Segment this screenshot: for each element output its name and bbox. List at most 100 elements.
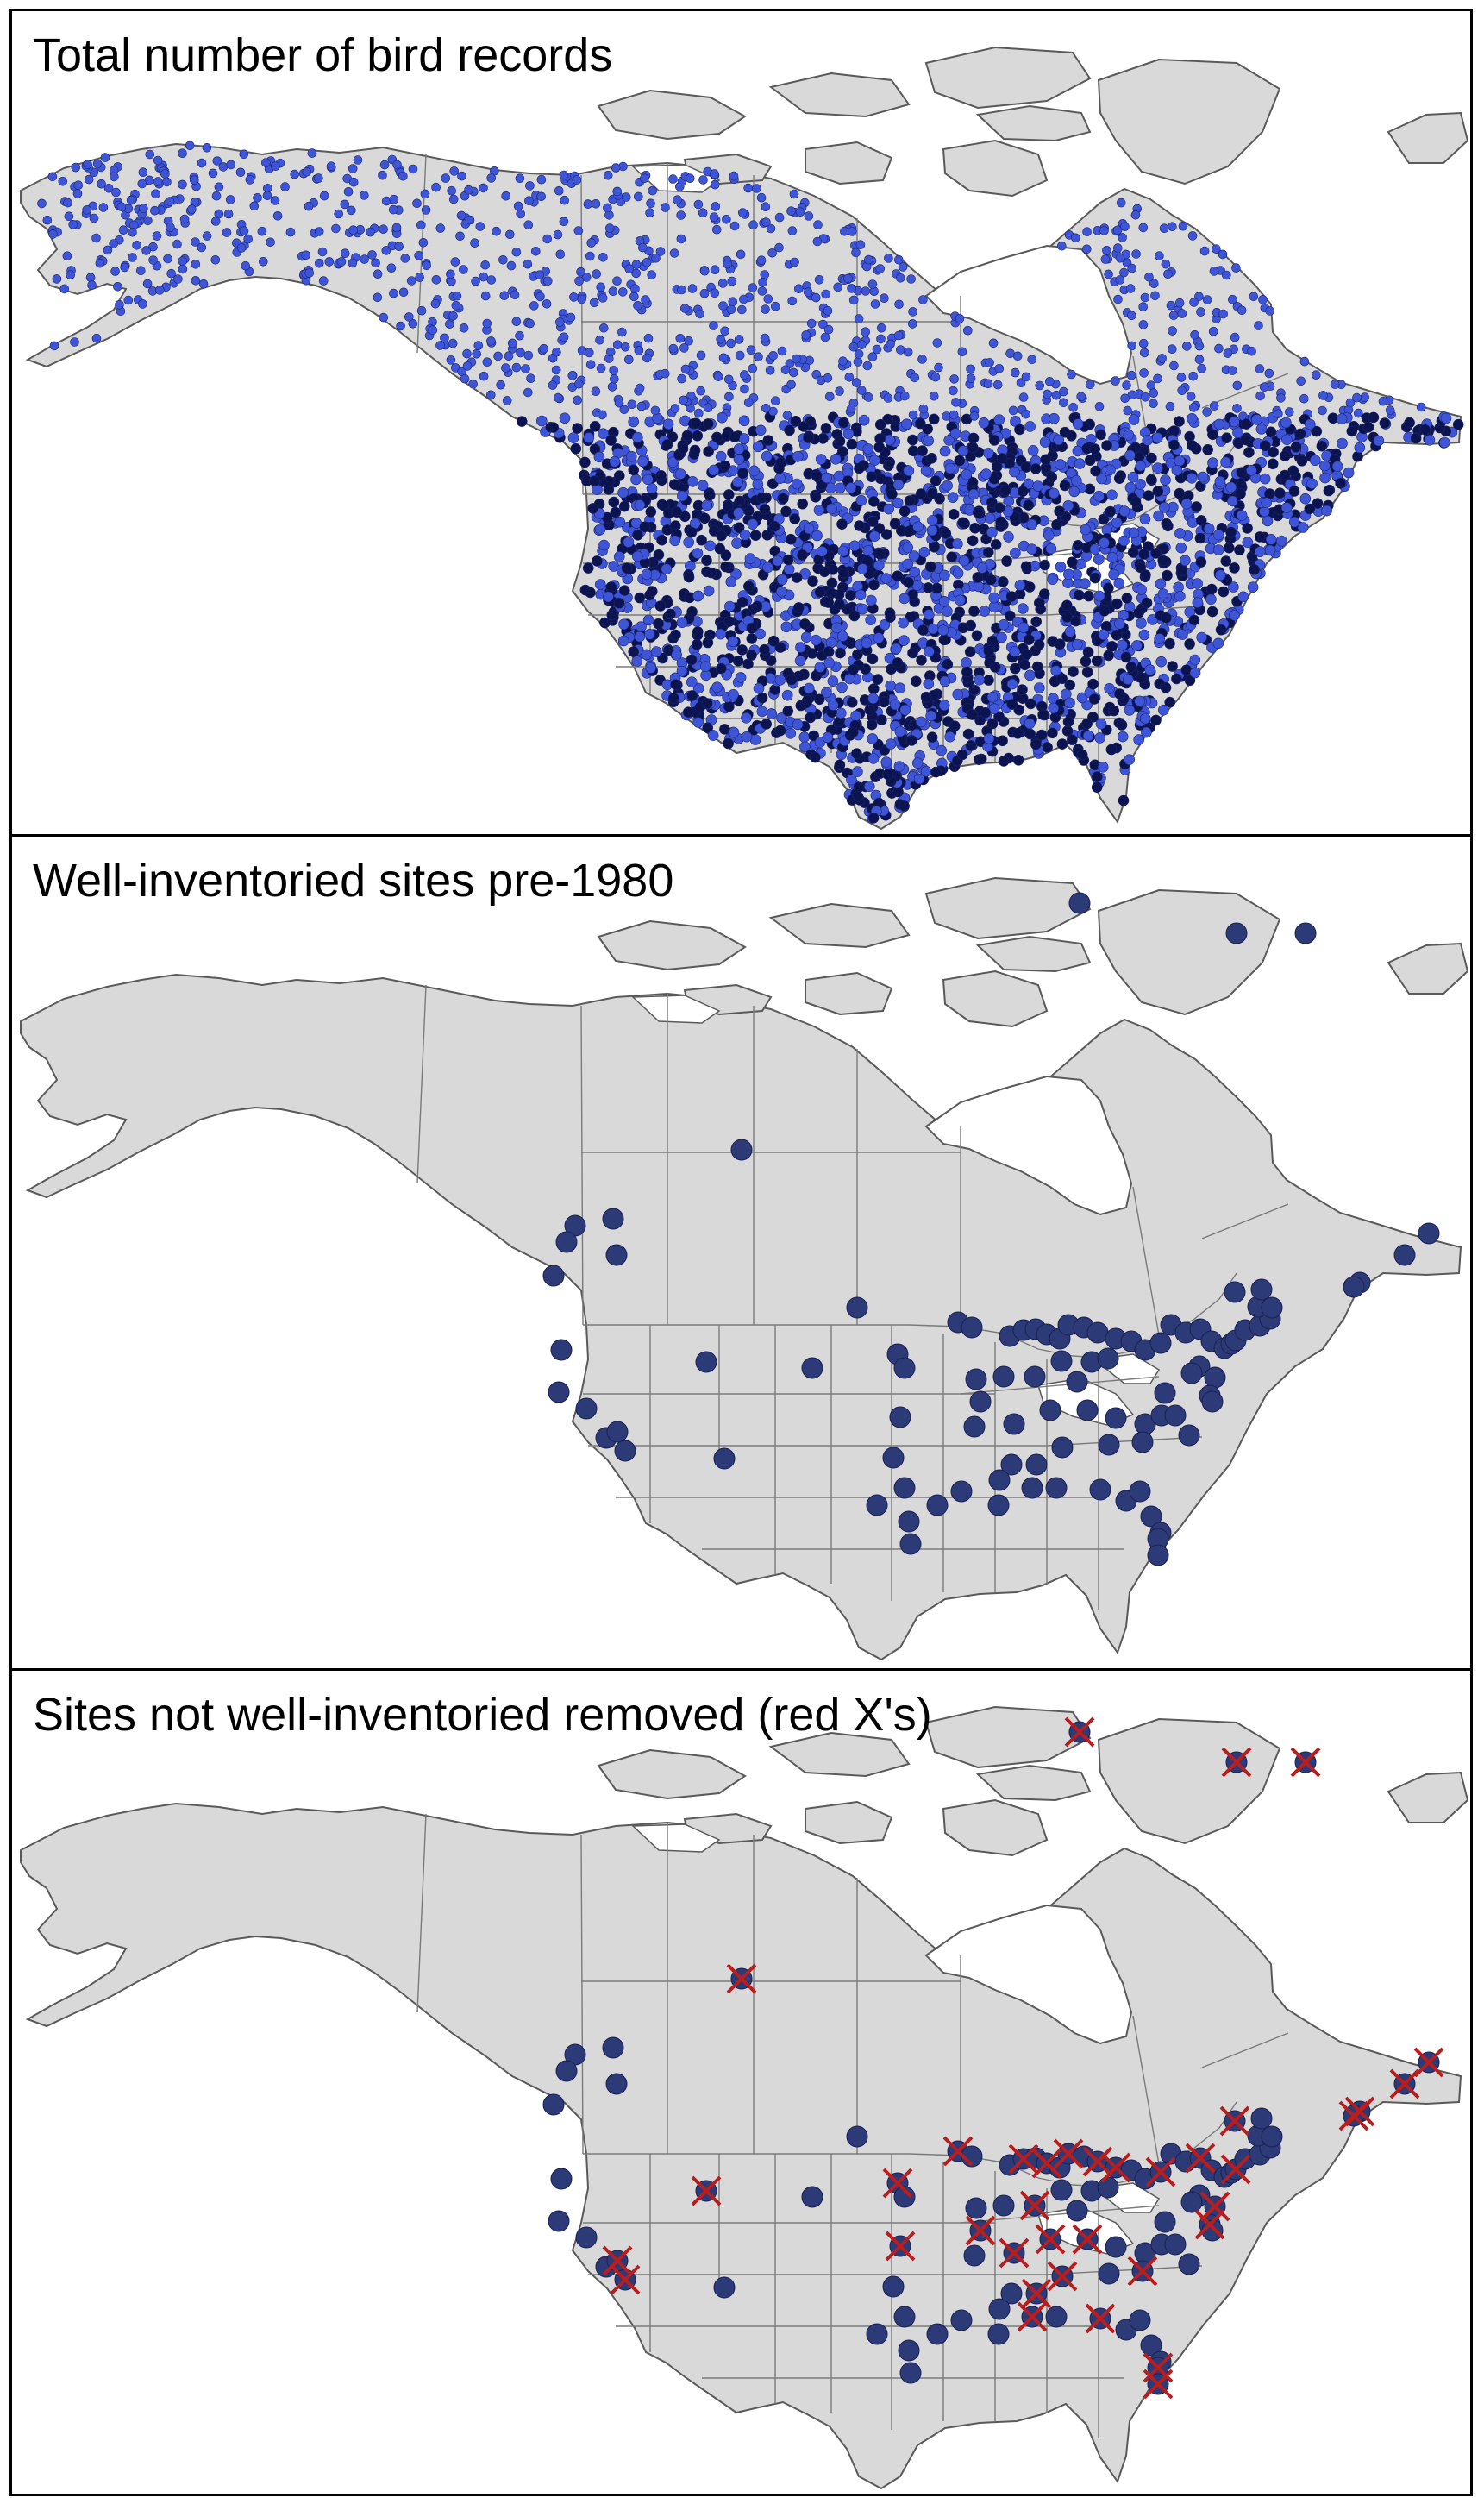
- record-point: [266, 237, 275, 248]
- record-point: [1171, 673, 1182, 685]
- record-point: [617, 635, 629, 647]
- record-point: [1089, 443, 1100, 455]
- record-point: [1155, 656, 1167, 668]
- record-point: [319, 191, 329, 201]
- site-point: [1149, 1332, 1172, 1354]
- record-point: [736, 304, 747, 315]
- record-point: [1135, 479, 1146, 490]
- record-point: [1121, 593, 1133, 604]
- site-point: [1154, 1382, 1176, 1404]
- record-point: [559, 217, 569, 227]
- record-point: [845, 482, 857, 493]
- record-point: [805, 712, 817, 724]
- record-point: [1174, 528, 1186, 539]
- record-point: [782, 411, 792, 420]
- record-point: [214, 209, 224, 219]
- record-point: [938, 595, 950, 607]
- record-point: [502, 396, 512, 405]
- record-point: [1030, 463, 1042, 474]
- record-point: [892, 657, 904, 668]
- record-point: [554, 185, 564, 196]
- record-point: [1055, 459, 1066, 470]
- removed-x-marker: [885, 2231, 916, 2262]
- record-point: [927, 623, 939, 635]
- land-island: [975, 935, 1092, 973]
- record-point: [646, 198, 655, 209]
- record-point: [116, 202, 127, 211]
- record-point: [736, 644, 748, 656]
- record-point: [367, 250, 377, 260]
- record-point: [1047, 727, 1058, 739]
- record-point: [1144, 272, 1154, 282]
- record-point: [873, 523, 886, 534]
- record-point: [942, 411, 951, 421]
- record-point: [1138, 223, 1149, 233]
- record-point: [1019, 659, 1030, 671]
- record-point: [1362, 421, 1374, 433]
- record-point: [340, 199, 350, 210]
- record-point: [760, 333, 770, 343]
- record-point: [1054, 638, 1066, 650]
- site-point: [1180, 1362, 1203, 1384]
- record-point: [98, 203, 109, 212]
- record-point: [301, 250, 311, 260]
- record-point: [905, 611, 917, 623]
- record-point: [152, 231, 162, 241]
- record-point: [894, 254, 904, 265]
- record-point: [1188, 371, 1198, 381]
- record-point: [452, 291, 462, 301]
- record-point: [82, 205, 91, 215]
- record-point: [1203, 523, 1215, 535]
- record-point: [191, 275, 201, 286]
- record-point: [719, 460, 731, 472]
- record-point: [1140, 292, 1150, 303]
- record-point: [1051, 390, 1061, 400]
- record-point: [589, 420, 601, 432]
- record-point: [1139, 368, 1149, 378]
- record-point: [844, 673, 855, 685]
- site-point: [1418, 1222, 1440, 1245]
- record-point: [1125, 284, 1136, 293]
- record-point: [1331, 461, 1343, 473]
- record-point: [1082, 646, 1094, 658]
- record-point: [830, 453, 842, 465]
- site-point: [1066, 1371, 1088, 1393]
- record-point: [642, 614, 654, 626]
- record-point: [724, 392, 734, 402]
- record-point: [138, 299, 147, 309]
- record-point: [810, 491, 822, 503]
- panel-total-records: Total number of bird records: [9, 9, 1473, 837]
- record-point: [641, 295, 650, 304]
- record-point: [416, 305, 427, 316]
- land-island: [597, 1748, 747, 1800]
- record-point: [614, 516, 626, 528]
- record-point: [366, 227, 375, 237]
- removed-x-marker: [1199, 2191, 1230, 2222]
- record-point: [651, 253, 661, 263]
- site-point: [893, 2186, 916, 2208]
- record-point: [635, 383, 645, 393]
- record-point: [642, 474, 654, 486]
- record-point: [1264, 368, 1274, 379]
- record-point: [1099, 537, 1110, 549]
- record-point: [894, 299, 904, 310]
- record-point: [584, 348, 594, 358]
- record-point: [1026, 518, 1038, 530]
- record-point: [709, 321, 718, 330]
- record-point: [1118, 794, 1130, 806]
- site-point: [548, 2210, 570, 2232]
- record-point: [1021, 409, 1030, 419]
- record-point: [526, 373, 535, 384]
- record-point: [1174, 487, 1186, 499]
- record-point: [516, 348, 525, 358]
- record-point: [825, 637, 837, 649]
- record-point: [498, 254, 508, 265]
- record-point: [1011, 727, 1024, 739]
- admin-border: [1046, 2265, 1203, 2275]
- record-point: [128, 227, 137, 237]
- record-point: [702, 418, 714, 430]
- record-point: [827, 700, 839, 711]
- record-point: [822, 731, 834, 744]
- record-point: [617, 327, 627, 337]
- record-point: [676, 617, 688, 629]
